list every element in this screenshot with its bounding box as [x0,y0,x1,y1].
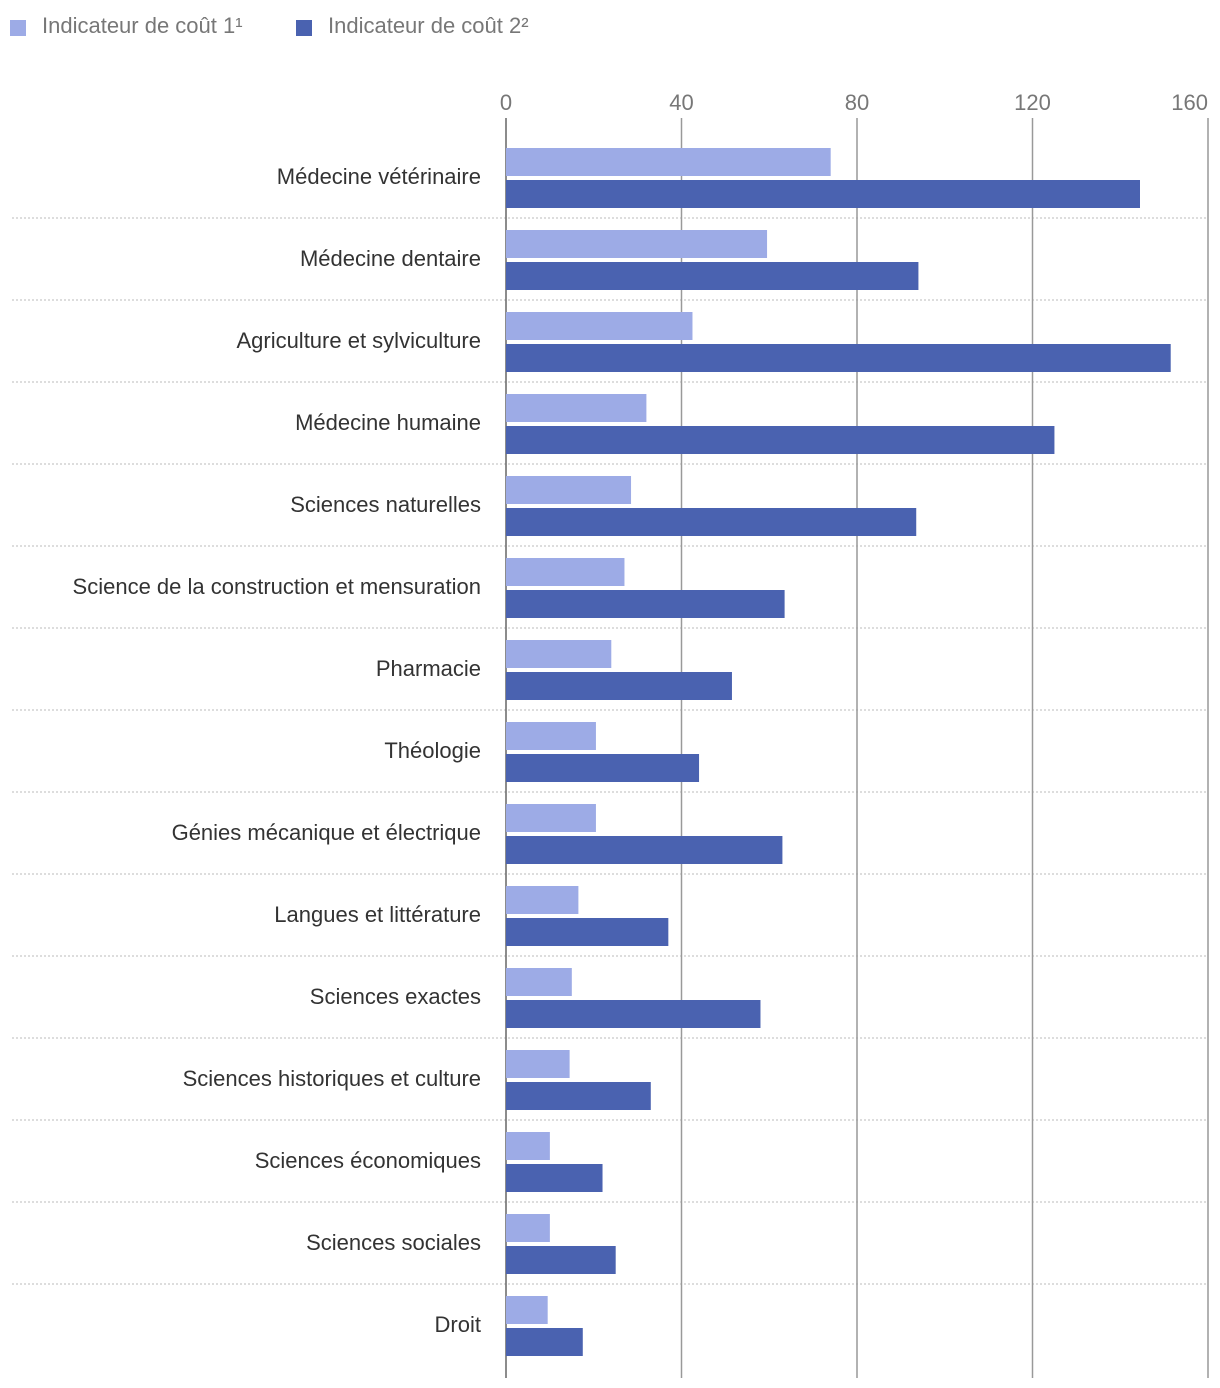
y-tick-label: Sciences naturelles [290,492,481,517]
y-tick-label: Sciences historiques et culture [183,1066,481,1091]
y-tick-label: Science de la construction et mensuratio… [73,574,481,599]
x-tick-label: 40 [669,90,693,115]
bar [506,230,768,258]
bar [506,754,700,782]
bar [506,394,647,422]
y-tick-label: Sciences exactes [310,984,481,1009]
bar [506,1132,550,1160]
y-tick-label: Théologie [384,738,481,763]
bar [506,1328,583,1356]
y-tick-label: Sciences sociales [306,1230,481,1255]
bar [506,886,579,914]
bar [506,1082,651,1110]
bar [506,1214,550,1242]
legend-text: Indicateur de coût 1¹ [42,13,243,38]
y-tick-label: Génies mécanique et électrique [172,820,481,845]
bar [506,672,732,700]
bar [506,312,693,340]
bar [506,640,612,668]
bar [506,1050,570,1078]
bar [506,1246,616,1274]
y-tick-label: Langues et littérature [274,902,481,927]
bar [506,426,1055,454]
x-tick-label: 0 [500,90,512,115]
y-tick-label: Médecine humaine [295,410,481,435]
bar [506,590,785,618]
bar [506,558,625,586]
bar [506,918,669,946]
bar [506,148,831,176]
y-tick-label: Droit [435,1312,481,1337]
legend-swatch [296,20,312,36]
bar [506,1000,761,1028]
bar [506,1164,603,1192]
bar [506,836,783,864]
y-tick-label: Sciences économiques [255,1148,481,1173]
bar [506,508,917,536]
bar [506,476,632,504]
bar [506,180,1140,208]
legend-text: Indicateur de coût 2² [328,13,529,38]
bar [506,968,572,996]
y-tick-label: Médecine vétérinaire [277,164,481,189]
bar [506,1296,548,1324]
bar [506,344,1171,372]
y-tick-label: Agriculture et sylviculture [236,328,481,353]
y-tick-label: Médecine dentaire [300,246,481,271]
y-tick-label: Pharmacie [376,656,481,681]
x-tick-label: 120 [1014,90,1051,115]
x-tick-label: 160 [1171,90,1208,115]
bar [506,262,919,290]
legend-swatch [10,20,26,36]
x-tick-label: 80 [845,90,869,115]
bar [506,804,596,832]
bar [506,722,596,750]
